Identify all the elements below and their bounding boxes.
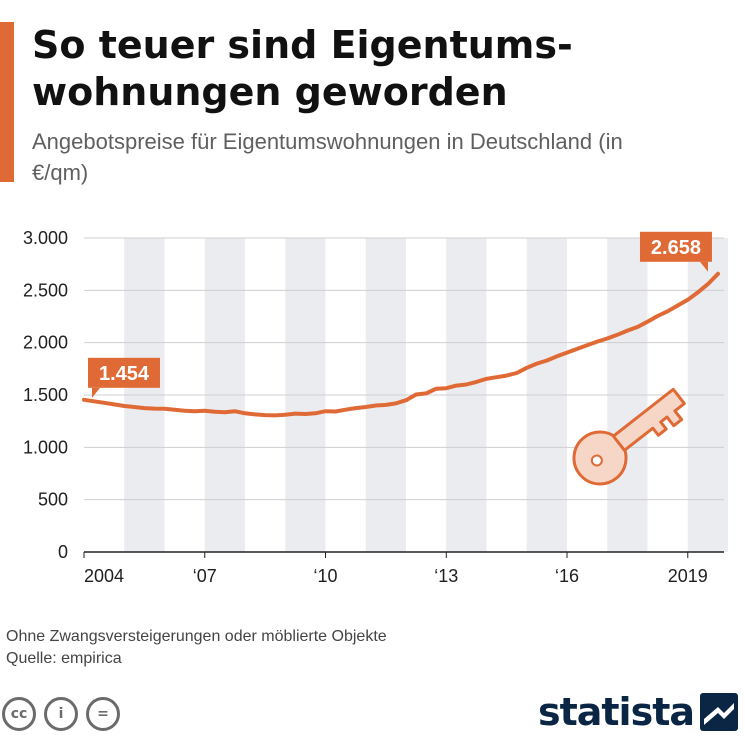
x-tick-label: ‘10 bbox=[313, 566, 337, 586]
cc-icon[interactable]: cc bbox=[2, 697, 36, 731]
y-tick-label: 3.000 bbox=[23, 228, 68, 248]
x-tick-label: 2004 bbox=[84, 566, 124, 586]
svg-text:1.454: 1.454 bbox=[99, 363, 150, 385]
data-label: 1.454 bbox=[88, 357, 160, 398]
key-icon bbox=[572, 387, 686, 486]
brand-name: statista bbox=[537, 690, 695, 734]
chart-title: So teuer sind Eigentums-wohnungen geword… bbox=[32, 23, 573, 114]
no-derivatives-icon[interactable]: = bbox=[86, 697, 120, 731]
y-tick-label: 2.500 bbox=[23, 280, 68, 300]
accent-bar bbox=[0, 22, 14, 182]
y-tick-label: 1.500 bbox=[23, 385, 68, 405]
y-tick-label: 2.000 bbox=[23, 333, 68, 353]
footnote-note: Ohne Zwangsversteigerungen oder möbliert… bbox=[6, 628, 387, 645]
attribution-icon[interactable]: i bbox=[44, 697, 78, 731]
y-tick-label: 1.000 bbox=[23, 437, 68, 457]
x-axis-labels: 2004 ‘07 ‘10 ‘13 ‘16 2019 bbox=[84, 566, 708, 586]
svg-text:2.658: 2.658 bbox=[651, 237, 701, 259]
chart-subtitle: Angebotspreise für Eigentumswohnungen in… bbox=[32, 129, 623, 185]
annotations: 1.454 2.658 bbox=[88, 231, 712, 398]
y-tick-label: 0 bbox=[58, 542, 68, 562]
source-label: Quelle: empirica bbox=[6, 650, 122, 667]
line-chart: 0 500 1.000 1.500 2.000 2.500 3.000 2004 ‘07 ‘10… bbox=[23, 228, 729, 586]
series-line bbox=[82, 271, 720, 418]
statista-logo-icon bbox=[700, 693, 738, 731]
x-tick-label: ‘16 bbox=[555, 566, 579, 586]
footnote: Ohne Zwangsversteigerungen oder möbliert… bbox=[6, 626, 387, 670]
data-label: 2.658 bbox=[639, 231, 712, 272]
brand[interactable]: statista bbox=[538, 690, 738, 734]
x-tick-label: 2019 bbox=[668, 566, 708, 586]
y-axis-labels: 0 500 1.000 1.500 2.000 2.500 3.000 bbox=[23, 228, 68, 562]
gridlines bbox=[83, 237, 724, 558]
y-tick-label: 500 bbox=[38, 490, 68, 510]
x-tick-label: ‘07 bbox=[193, 566, 217, 586]
x-tick-label: ‘13 bbox=[434, 566, 458, 586]
license-icons: cc i = bbox=[2, 697, 120, 737]
